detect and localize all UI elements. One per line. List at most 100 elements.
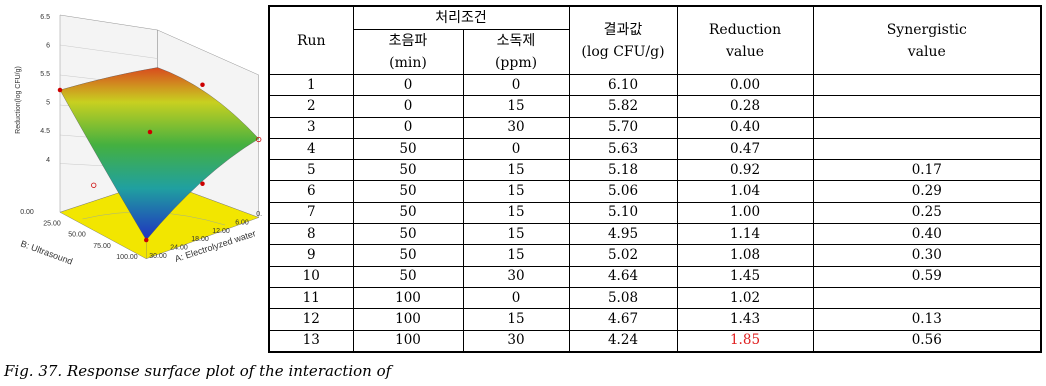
header-cell: Synergistic value [812,5,1042,75]
table-cell: 2 [268,95,354,118]
table-cell: 13 [268,329,354,353]
table-cell: 15 [462,308,570,331]
table-cell: 0.47 [676,137,814,161]
header-cell: 처리조건 [352,5,570,30]
table-row: 2 0 15 5.82 0.28 [268,95,1042,118]
table-cell: 50 [352,180,464,203]
table-cell: 5.18 [568,159,678,182]
table-cell: 15 [462,180,570,203]
table-cell: 15 [462,95,570,118]
table-cell: 100 [352,286,464,310]
table-cell: 1.85 [676,329,814,353]
table-cell: 0 [462,137,570,161]
table-cell: 0.59 [812,265,1042,288]
table-cell: 30 [462,265,570,288]
table-cell: 10 [268,265,354,288]
table-cell: 4.24 [568,329,678,353]
table-cell: 50 [352,265,464,288]
caption: Fig. 37. Response surface plot of the in… [4,362,392,380]
table-cell: 30 [462,116,570,139]
table-cell: 12 [268,308,354,331]
a-tick-label: 0.00 [256,211,262,218]
table-cell: 0 [352,73,464,97]
table-cell [812,73,1042,97]
table-row: 12 100 15 4.67 1.43 0.13 [268,308,1042,331]
table-cell: 0 [352,95,464,118]
b-tick-label: 25.00 [43,220,61,227]
z-axis-label: Reduction(log CFU/g) [15,66,22,134]
table-cell: 7 [268,201,354,225]
table-cell [812,286,1042,310]
table-cell: 0 [462,73,570,97]
table-cell: 0.13 [812,308,1042,331]
a-tick-label: 12.00 [212,228,230,235]
table-cell: 11 [268,286,354,310]
table-cell: 1.45 [676,265,814,288]
table-cell: 5.06 [568,180,678,203]
a-tick-label: 30.00 [149,253,167,260]
table-cell: 4.95 [568,223,678,246]
b-tick-label: 0.00 [20,209,34,216]
a-tick-label: 24.00 [170,245,188,252]
z-tick-label: 5 [46,100,50,107]
table-row: 1 0 0 6.10 0.00 [268,73,1042,97]
data-table: Run 처리조건 결과값 (log CFU/g) Reduction value… [268,5,1042,353]
a-tick-label: 6.00 [235,219,249,226]
table-cell: 0.56 [812,329,1042,353]
table-cell: 0.92 [676,159,814,182]
table-cell: 50 [352,244,464,267]
table-cell: 5 [268,159,354,182]
table-row: 11 100 0 5.08 1.02 [268,286,1042,310]
b-tick-label: 50.00 [68,232,86,239]
header-cell: 초음파 (min) [352,29,464,75]
table-cell [812,95,1042,118]
table-cell: 8 [268,223,354,246]
table-row: 8 50 15 4.95 1.14 0.40 [268,223,1042,246]
b-tick-label: 75.00 [93,243,111,250]
table-cell: 6.10 [568,73,678,97]
a-tick-label: 18.00 [191,236,209,243]
table-cell: 5.02 [568,244,678,267]
table-cell: 15 [462,159,570,182]
table-cell [812,137,1042,161]
table-cell: 0.40 [676,116,814,139]
z-tick-label: 4 [46,157,50,164]
table-cell: 1.04 [676,180,814,203]
table-row: 5 50 15 5.18 0.92 0.17 [268,159,1042,182]
table-cell: 50 [352,201,464,225]
table-cell: 0.17 [812,159,1042,182]
plot-box [57,14,262,259]
table-cell: 5.70 [568,116,678,139]
table-cell: 50 [352,137,464,161]
table-cell: 0.25 [812,201,1042,225]
header-cell: 결과값 (log CFU/g) [568,5,678,75]
table-cell: 1.00 [676,201,814,225]
z-tick-label: 6.5 [40,14,50,21]
table-cell: 50 [352,223,464,246]
table-row: 10 50 30 4.64 1.45 0.59 [268,265,1042,288]
surface-plot: 6.5 6 5.5 5 4.5 4 Reduction(log CFU/g) 0.00 25.0… [15,14,262,267]
table-row: 13 100 30 4.24 1.85 0.56 [268,329,1042,353]
table-cell: 1 [268,73,354,97]
table-row: 4 50 0 5.63 0.47 [268,137,1042,161]
table-row: 6 50 15 5.06 1.04 0.29 [268,180,1042,203]
table-cell: 0.40 [812,223,1042,246]
z-tick-label: 4.5 [40,128,50,135]
table-cell: 100 [352,329,464,353]
table-cell: 15 [462,201,570,225]
table-row: 7 50 15 5.10 1.00 0.25 [268,201,1042,225]
table-cell: 0 [462,286,570,310]
header-cell: Reduction value [676,5,814,75]
table-cell: 30 [462,329,570,353]
table-cell: 15 [462,244,570,267]
table-cell: 5.10 [568,201,678,225]
table-cell: 50 [352,159,464,182]
table-row: 3 0 30 5.70 0.40 [268,116,1042,139]
table-cell: 0.29 [812,180,1042,203]
table-cell: 5.08 [568,286,678,310]
z-tick-label: 5.5 [40,71,50,78]
table-cell: 0 [352,116,464,139]
table-cell: 0.28 [676,95,814,118]
table-cell: 1.14 [676,223,814,246]
